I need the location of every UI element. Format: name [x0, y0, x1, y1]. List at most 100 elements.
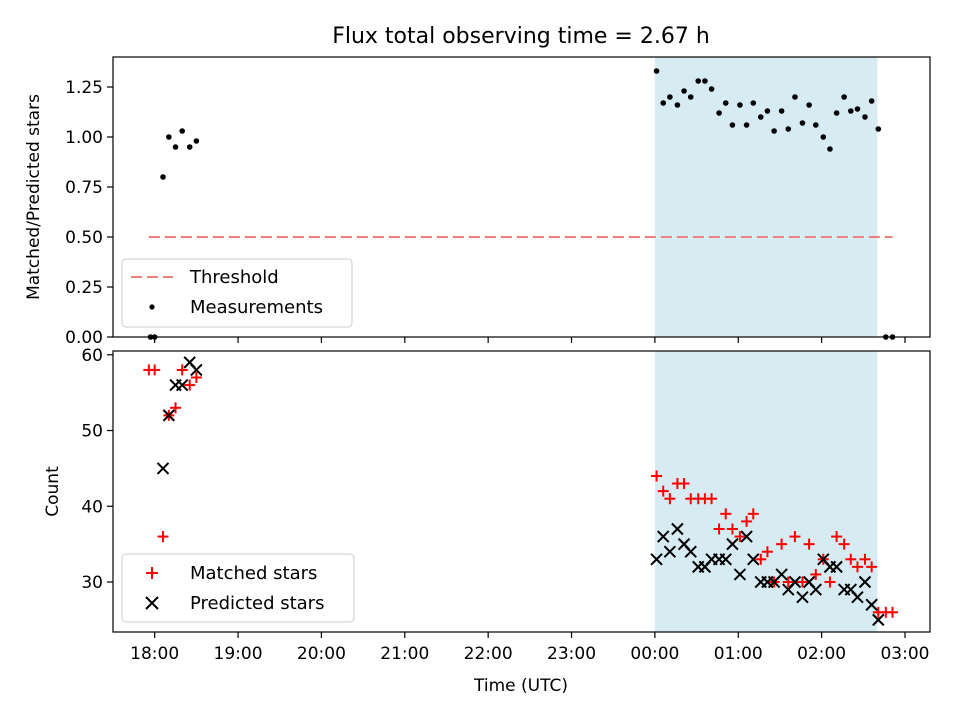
count-points [143, 356, 898, 627]
matched-star-point [838, 538, 850, 550]
predicted-star-point [872, 613, 885, 627]
x-tick-label: 03:00 [880, 644, 929, 664]
x-tick-label: 02:00 [797, 644, 846, 664]
predicted-star-point [796, 590, 809, 604]
measurement-point [166, 134, 172, 140]
measurement-point [681, 88, 687, 94]
predicted-star-point [740, 530, 753, 543]
predicted-star-point [190, 363, 203, 377]
predicted-star-point [865, 598, 878, 611]
x-tick-label: 19:00 [214, 644, 263, 664]
measurement-points [147, 68, 896, 340]
legend-measurements-swatch [149, 304, 155, 310]
top-y-tick-label: 1.25 [65, 78, 103, 98]
top-legend: Threshold Measurements [121, 258, 353, 328]
legend-threshold-label: Threshold [189, 267, 279, 288]
predicted-star-point [657, 530, 670, 543]
top-y-tick-label: 0.00 [65, 328, 103, 348]
legend-matched-label: Matched stars [190, 563, 317, 584]
top-axes-frame [112, 56, 931, 338]
predicted-star-point [726, 537, 739, 551]
x-tick-label: 21:00 [380, 644, 429, 664]
measurement-point [764, 108, 771, 114]
predicted-star-point [156, 462, 170, 475]
bottom-legend: Matched stars Predicted stars [121, 553, 355, 623]
legend-matched-swatch [146, 567, 158, 579]
predicted-star-point [650, 553, 663, 566]
matched-star-point [886, 606, 898, 618]
x-tick-label: 20:00 [297, 644, 346, 664]
chart-title: Flux total observing time = 2.67 h [332, 24, 710, 49]
bottom-x-ticks: 18:00 19:00 20:00 21:00 22:00 23:00 00:00 01:00… [130, 632, 929, 664]
measurement-point [875, 126, 882, 132]
predicted-star-point [733, 568, 747, 581]
measurement-point [653, 68, 660, 74]
bottom-y-tick-label: 50 [81, 422, 103, 442]
matched-star-point [706, 493, 718, 505]
matched-star-point [796, 576, 808, 588]
bottom-y-axis-label: Count [43, 466, 63, 517]
x-axis-label: Time (UTC) [473, 676, 568, 696]
measurement-point [750, 100, 757, 106]
measurement-point [841, 94, 847, 100]
top-legend-box [121, 258, 353, 328]
measurement-point [785, 126, 792, 132]
bottom-y-ticks: 30 40 50 60 [81, 346, 113, 593]
matched-star-point [678, 478, 690, 490]
measurement-point [702, 78, 708, 84]
matched-star-point [755, 553, 767, 565]
bottom-y-tick-label: 40 [81, 497, 103, 517]
predicted-star-point [775, 568, 788, 581]
measurement-point [862, 114, 868, 120]
measurement-point [172, 144, 179, 150]
measurement-point [757, 114, 764, 120]
predicted-star-point [684, 545, 697, 558]
matched-star-point [776, 538, 788, 550]
measurement-point [771, 128, 777, 134]
bottom-axes-frame [112, 350, 931, 633]
measurement-point [193, 138, 200, 144]
predicted-star-point [747, 553, 760, 566]
top-panel: 0.00 0.25 0.50 0.75 1.00 1.25 Matched/Predict… [24, 56, 931, 348]
matched-star-point [782, 576, 794, 588]
matched-star-point [170, 402, 182, 414]
matched-star-point [657, 485, 669, 497]
legend-measurements-label: Measurements [190, 297, 323, 318]
measurement-point [722, 100, 729, 106]
matched-star-point [824, 576, 836, 588]
top-shaded-span [654, 57, 878, 337]
measurement-point [667, 94, 673, 100]
measurement-point [854, 106, 861, 112]
measurement-point [674, 102, 681, 108]
measurement-point [695, 78, 702, 84]
measurement-point [160, 174, 166, 180]
measurement-point [868, 98, 875, 104]
measurement-point [806, 102, 812, 108]
x-tick-label: 01:00 [714, 644, 763, 664]
matched-star-point [810, 568, 822, 580]
measurement-point [737, 102, 743, 108]
top-x-ticks [154, 337, 906, 343]
matched-star-point [190, 372, 202, 384]
predicted-star-point [162, 409, 176, 422]
matched-star-point [176, 364, 188, 376]
top-y-ticks: 0.00 0.25 0.50 0.75 1.00 1.25 [65, 78, 113, 348]
legend-predicted-swatch [145, 596, 159, 610]
matched-star-point [845, 553, 857, 565]
predicted-star-point [830, 560, 843, 574]
measurement-point [812, 122, 819, 128]
predicted-star-point [719, 553, 732, 566]
measurement-point [660, 100, 667, 106]
matched-star-point [851, 561, 863, 573]
matched-star-point [713, 523, 725, 535]
predicted-star-point [663, 545, 677, 558]
measurement-point [778, 108, 785, 114]
matched-star-point [664, 493, 676, 505]
matched-star-point [741, 515, 753, 527]
matched-star-point [734, 531, 746, 543]
legend-predicted-label: Predicted stars [190, 593, 324, 614]
measurement-point [743, 122, 750, 128]
measurement-point [687, 94, 694, 100]
measurement-point [848, 108, 854, 114]
measurement-point [833, 110, 840, 116]
